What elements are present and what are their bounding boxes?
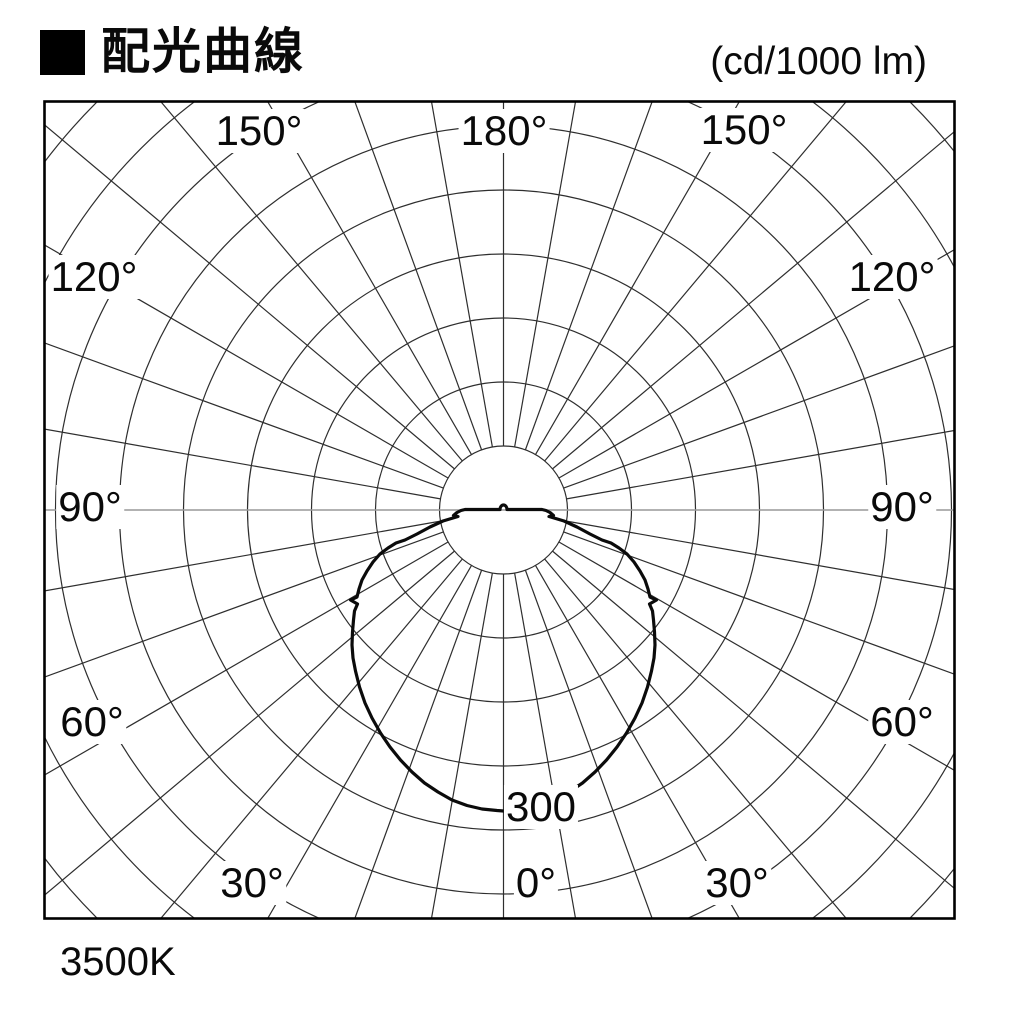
color-temperature-label: 3500K	[60, 940, 176, 984]
curve-value-label: 300	[503, 783, 579, 830]
page-title-text: 配光曲線	[101, 25, 306, 79]
angle-label-150-right: 150°	[698, 106, 790, 153]
angle-label-120-right: 120°	[846, 253, 938, 300]
angle-label-30-right: 30°	[703, 859, 771, 906]
angle-label-60-right: 60°	[868, 698, 936, 745]
angle-label-90-left: 90°	[56, 483, 124, 530]
angle-label-120-left: 120°	[48, 253, 140, 300]
angle-label-150-left: 150°	[213, 107, 305, 154]
chart-border	[43, 100, 956, 920]
distribution-curve	[348, 503, 659, 813]
angle-label-90-right: 90°	[868, 483, 936, 530]
page-title: 配光曲線	[40, 28, 305, 77]
unit-label: (cd/1000 lm)	[710, 40, 927, 83]
angle-label-60-left: 60°	[58, 698, 126, 745]
title-bullet-square-icon	[40, 30, 85, 75]
angle-label-30-left: 30°	[218, 859, 286, 906]
angle-label-180: 180°	[458, 107, 550, 154]
angle-label-0: 0°	[513, 859, 559, 906]
